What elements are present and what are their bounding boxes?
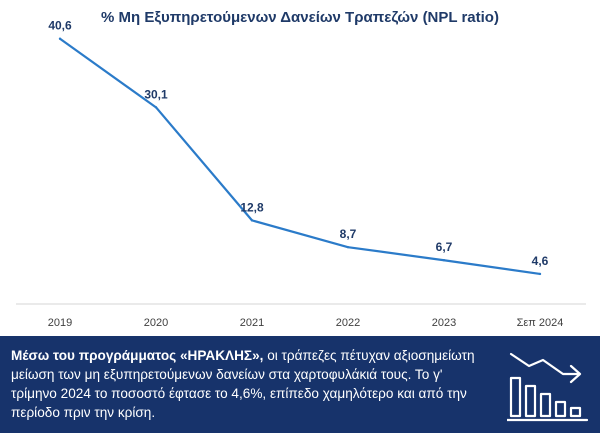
chart-title: % Μη Εξυπηρετούμενων Δανείων Τραπεζών (N… <box>101 9 499 26</box>
summary-body-text: οι τράπεζες πέτυχαν αξιοσημείωτη μείωση … <box>11 348 475 420</box>
data-label: 8,7 <box>340 227 357 241</box>
x-tick-group: 2019 2020 2021 2022 2023 Σεπ 2024 <box>48 317 564 329</box>
data-label: 12,8 <box>240 200 264 214</box>
npl-series-line <box>59 37 541 276</box>
data-label: 40,6 <box>48 19 72 33</box>
x-tick-label: 2020 <box>144 317 168 329</box>
summary-bold-text: Μέσω του προγράμματος «ΗΡΑΚΛΗΣ», <box>11 348 264 363</box>
data-point <box>442 259 446 262</box>
declining-bar-chart-icon <box>507 352 589 422</box>
x-tick-label: Σεπ 2024 <box>517 317 564 329</box>
data-point <box>346 245 350 249</box>
data-label: 4,6 <box>532 254 549 268</box>
data-point <box>58 37 62 40</box>
x-tick-label: 2023 <box>432 317 456 329</box>
x-tick-label: 2022 <box>336 317 360 329</box>
summary-panel: Μέσω του προγράμματος «ΗΡΑΚΛΗΣ», οι τράπ… <box>0 336 600 433</box>
x-tick-label: 2021 <box>240 317 264 329</box>
data-point <box>538 272 542 276</box>
summary-text: Μέσω του προγράμματος «ΗΡΑΚΛΗΣ», οι τράπ… <box>11 346 491 422</box>
data-label: 30,1 <box>144 87 168 101</box>
data-point <box>154 106 158 109</box>
series-group <box>58 37 542 276</box>
x-tick-label: 2019 <box>48 317 72 329</box>
data-point <box>250 219 254 222</box>
data-label-group: 40,6 30,1 12,8 8,7 6,7 4,6 <box>48 19 548 268</box>
data-label: 6,7 <box>436 240 453 254</box>
npl-line-chart: 40,630,112,88,76,74,6 2019 2020 2021 2022 20… <box>16 19 586 329</box>
